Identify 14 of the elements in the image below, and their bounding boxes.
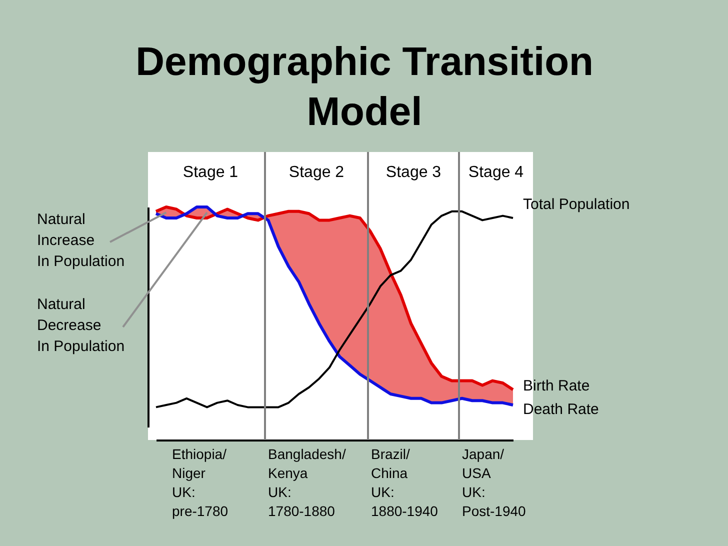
text: Stage 2: [288, 164, 344, 181]
text: Ethiopia/ Niger UK: pre-1780: [172, 446, 228, 519]
text: Brazil/ China UK: 1880-1940: [371, 446, 438, 519]
text: Japan/ USA UK: Post-1940: [462, 446, 526, 519]
text: Stage 1: [182, 164, 238, 181]
series-label: Total Population: [523, 196, 630, 213]
text: Stage 3: [386, 164, 442, 181]
text: Stage 4: [468, 164, 524, 181]
text: Bangladesh/ Kenya UK: 1780-1880: [268, 446, 346, 519]
text: Natural Decrease In Population: [37, 296, 125, 355]
series-label: Death Rate: [523, 401, 599, 418]
series-label: Birth Rate: [523, 378, 590, 395]
chart-title: Demographic Transition Model: [136, 40, 594, 134]
text: Natural Increase In Population: [37, 211, 125, 270]
